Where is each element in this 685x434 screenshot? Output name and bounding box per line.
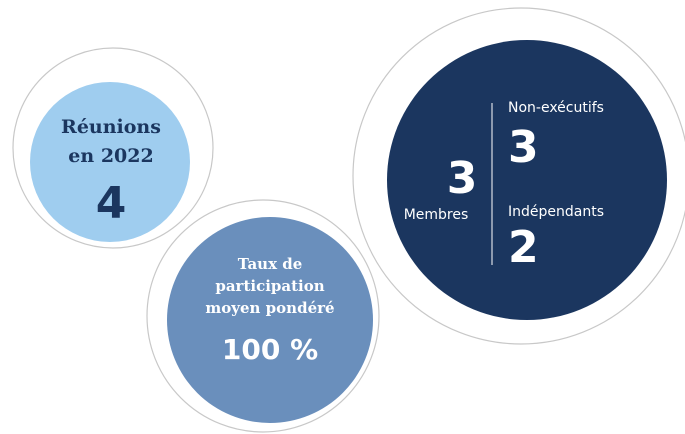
value: 2 — [508, 222, 539, 273]
label: Taux de — [238, 255, 303, 273]
participation-circle — [167, 217, 373, 423]
value: 4 — [96, 178, 127, 229]
label: Non-exécutifs — [508, 100, 604, 116]
meetings-circle — [30, 82, 190, 242]
value: 3 — [447, 153, 478, 204]
members-circle — [387, 40, 667, 320]
label: Membres — [404, 207, 469, 223]
value: 3 — [508, 122, 539, 173]
label: participation — [215, 277, 324, 295]
label: Indépendants — [508, 204, 604, 220]
value: 100 % — [222, 333, 318, 366]
label: en 2022 — [68, 145, 153, 167]
label: moyen pondéré — [205, 299, 334, 317]
label: Réunions — [61, 116, 161, 138]
